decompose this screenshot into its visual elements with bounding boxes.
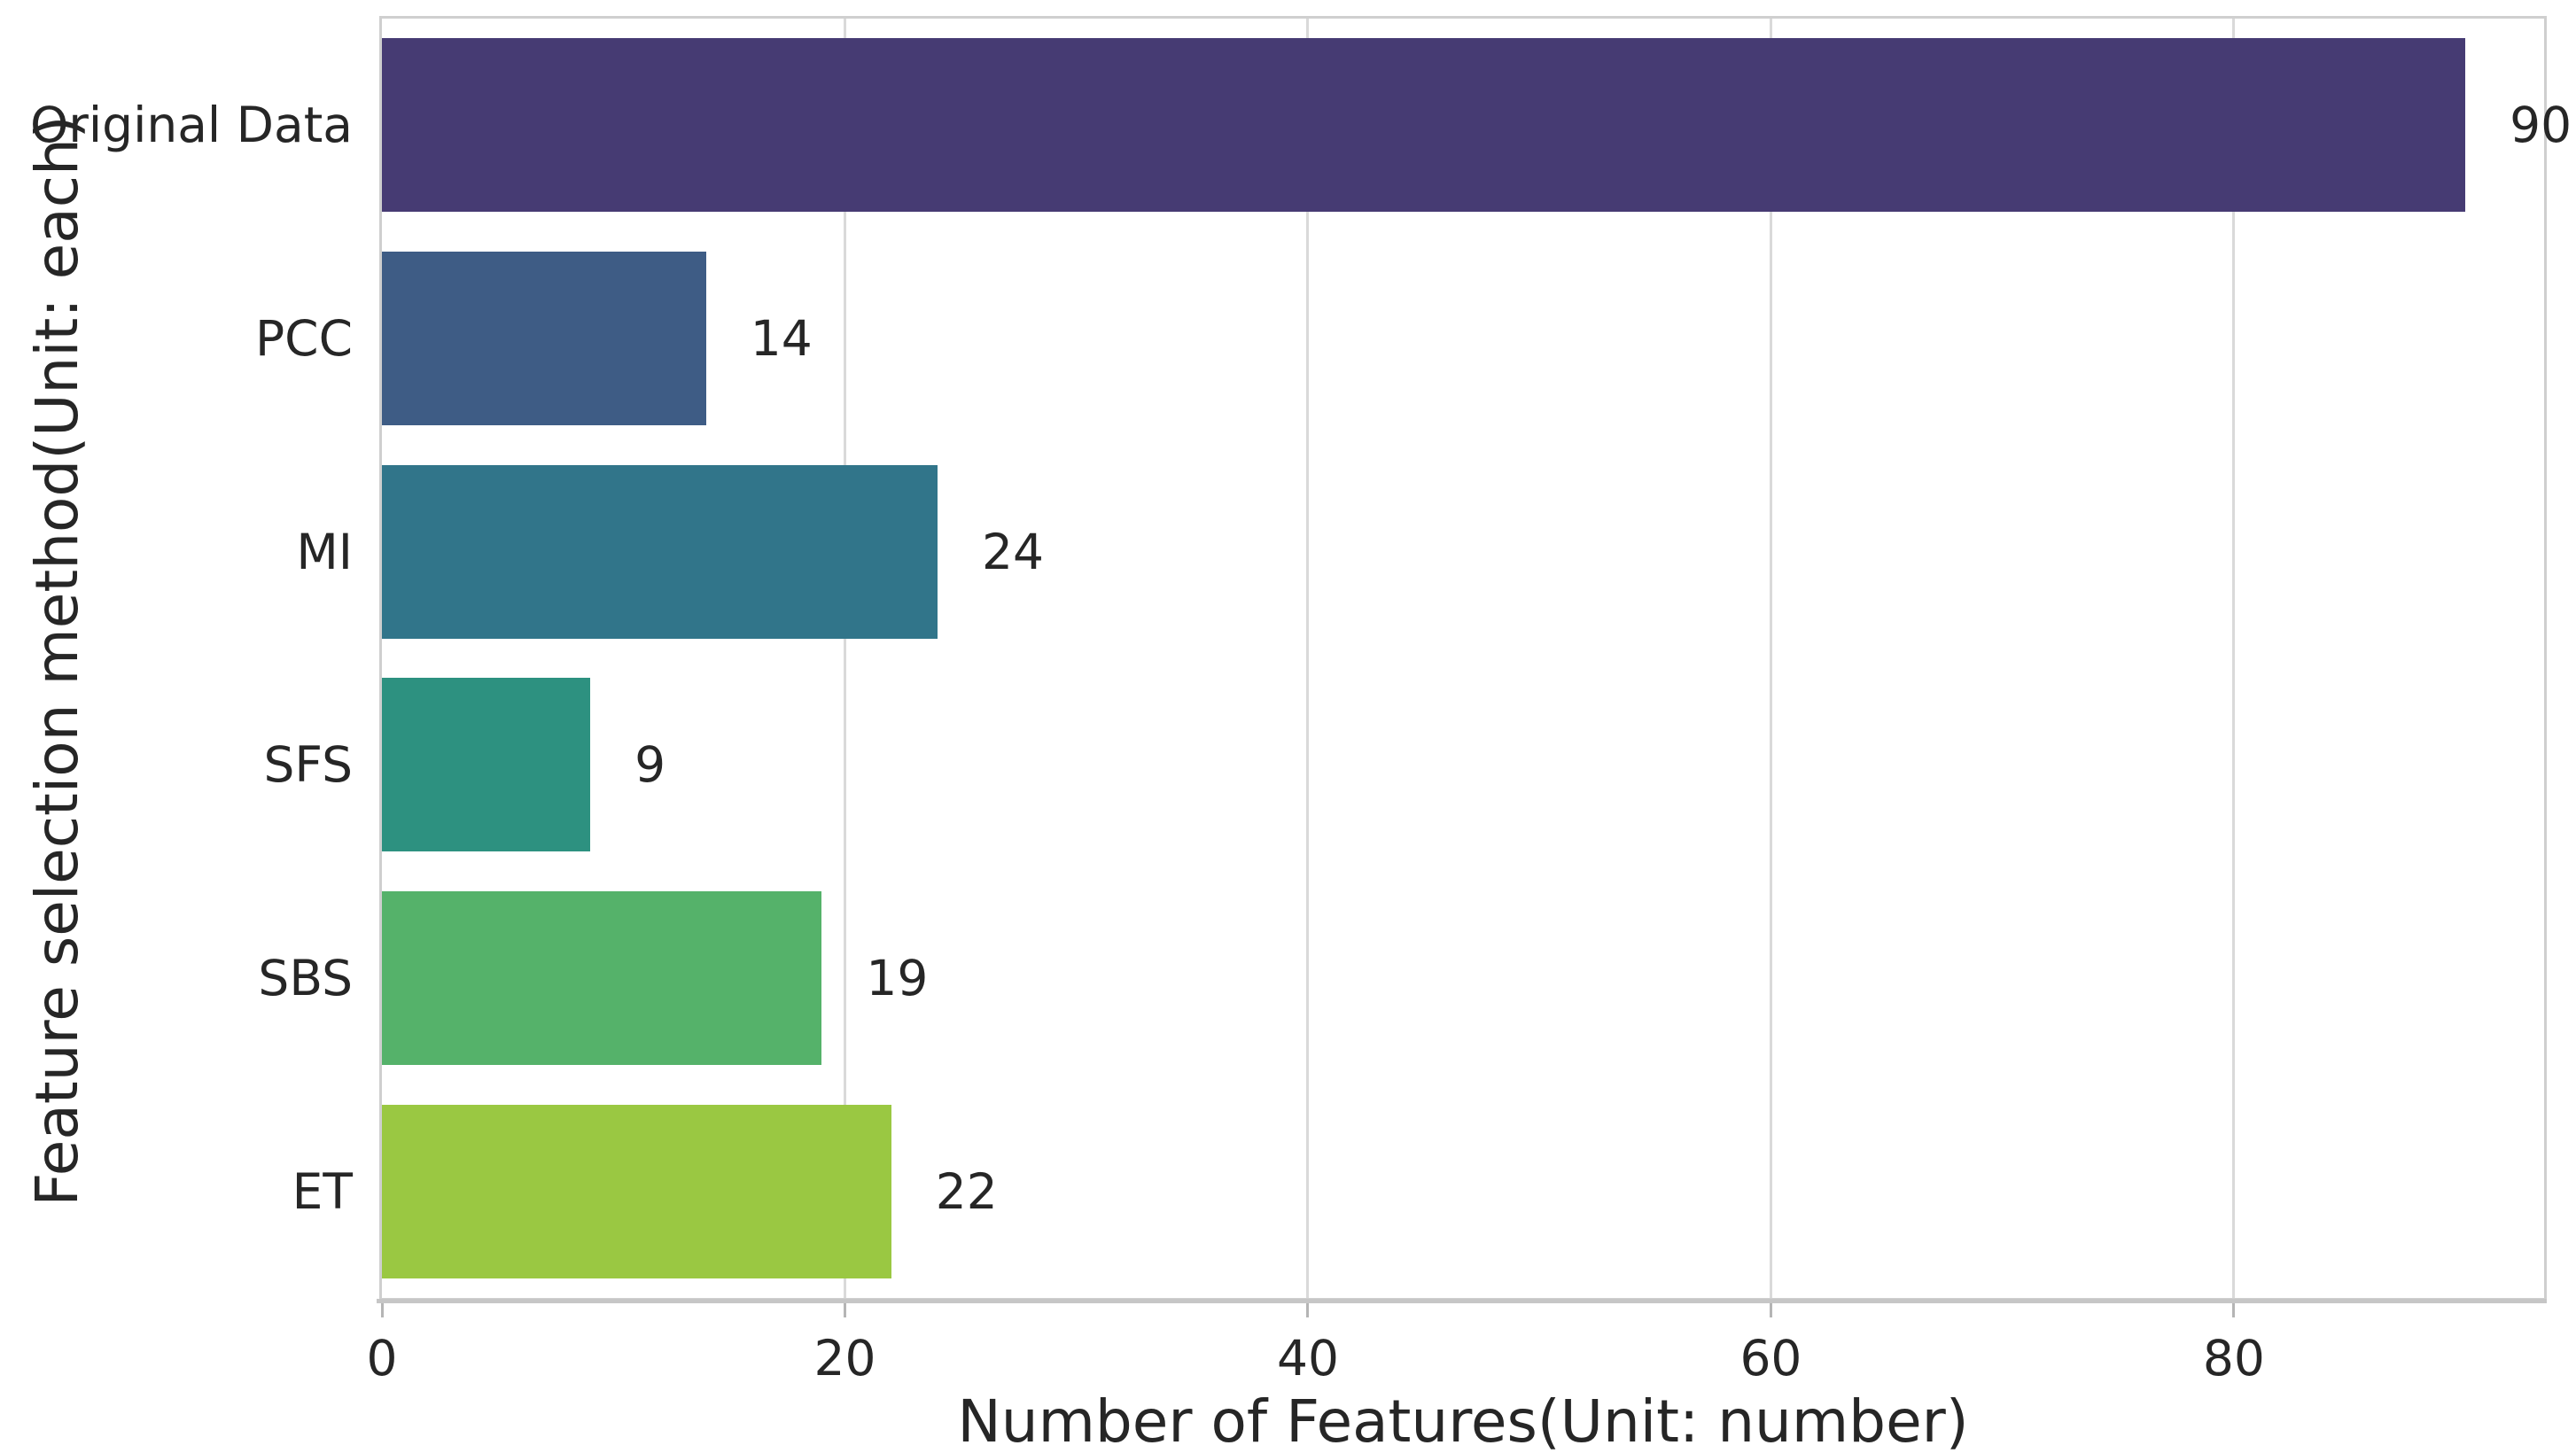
bar-original-data bbox=[382, 38, 2466, 213]
y-axis-label: Feature selection method(Unit: each) bbox=[23, 115, 91, 1207]
bar-sfs bbox=[382, 678, 591, 852]
x-tick-label-40: 40 bbox=[1276, 1330, 1339, 1387]
x-tick-label-80: 80 bbox=[2202, 1330, 2265, 1387]
bar-value-label-pcc: 14 bbox=[750, 310, 813, 367]
y-tick-label-sbs: SBS bbox=[258, 950, 353, 1006]
bar-mi bbox=[382, 464, 938, 639]
x-axis-label: Number of Features(Unit: number) bbox=[957, 1387, 1969, 1453]
x-tick-mark-60 bbox=[1769, 1303, 1772, 1317]
y-tick-label-sfs: SFS bbox=[263, 736, 354, 794]
x-tick-mark-20 bbox=[843, 1303, 846, 1317]
bar-value-label-et: 22 bbox=[935, 1162, 998, 1220]
x-tick-label-60: 60 bbox=[1739, 1330, 1802, 1387]
bar-pcc bbox=[382, 252, 706, 425]
bar-value-label-original-data: 90 bbox=[2510, 97, 2572, 154]
bar-value-label-mi: 24 bbox=[981, 523, 1044, 580]
y-tick-label-mi: MI bbox=[296, 523, 353, 580]
x-tick-mark-0 bbox=[380, 1303, 384, 1317]
y-tick-label-original-data: Original Data bbox=[29, 97, 353, 154]
plot-area: 90 14 24 9 19 22 bbox=[379, 16, 2572, 1301]
x-tick-label-20: 20 bbox=[813, 1330, 876, 1387]
bar-sbs bbox=[382, 891, 822, 1065]
gridline-x-60 bbox=[1769, 19, 1772, 1298]
gridline-x-40 bbox=[1306, 19, 1310, 1298]
bar-value-label-sfs: 9 bbox=[634, 736, 666, 794]
y-tick-label-pcc: PCC bbox=[255, 310, 353, 367]
bar-value-label-sbs: 19 bbox=[866, 950, 929, 1006]
bar-et bbox=[382, 1104, 891, 1278]
x-tick-mark-80 bbox=[2232, 1303, 2236, 1317]
x-axis-spine bbox=[377, 1299, 2547, 1303]
gridline-x-20 bbox=[843, 19, 846, 1298]
x-tick-label-0: 0 bbox=[366, 1330, 398, 1387]
x-tick-mark-40 bbox=[1306, 1303, 1310, 1317]
gridline-x-80 bbox=[2232, 19, 2236, 1298]
y-tick-label-et: ET bbox=[292, 1162, 353, 1220]
